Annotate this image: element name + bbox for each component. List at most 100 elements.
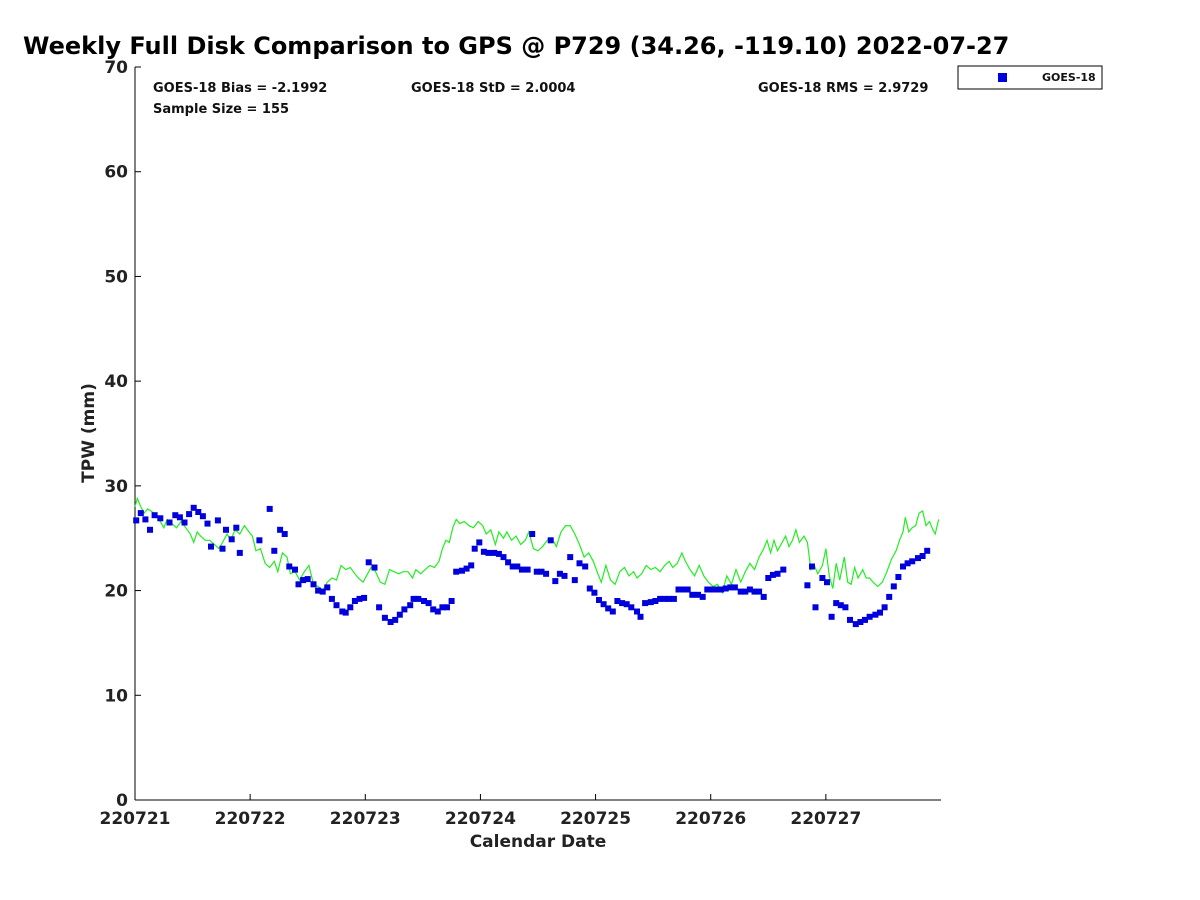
goes-18-point bbox=[204, 520, 211, 527]
x-tick-label: 220722 bbox=[215, 809, 286, 829]
goes-18-point bbox=[430, 606, 437, 613]
y-tick-label: 20 bbox=[104, 582, 128, 602]
y-tick-label: 10 bbox=[104, 686, 128, 706]
goes-18-point bbox=[872, 611, 879, 618]
goes-18-point bbox=[315, 587, 322, 594]
bias-stat: GOES-18 Bias = -2.1992 bbox=[153, 81, 327, 96]
goes-18-point bbox=[133, 517, 140, 524]
goes-18-point bbox=[881, 604, 888, 611]
goes-18-point bbox=[304, 576, 311, 583]
goes-18-point bbox=[392, 616, 399, 623]
goes-18-point bbox=[351, 598, 358, 604]
goes-18-point bbox=[361, 594, 368, 601]
goes-18-point bbox=[877, 609, 883, 616]
goes-18-point bbox=[524, 566, 531, 573]
goes-18-point bbox=[760, 593, 767, 600]
goes-18-point bbox=[809, 563, 815, 570]
goes-18-point bbox=[642, 600, 649, 607]
goes-18-point bbox=[895, 574, 902, 580]
goes-18-point bbox=[886, 593, 893, 600]
goes-18-point bbox=[634, 608, 640, 615]
goes-18-point bbox=[292, 566, 298, 573]
x-tick-label: 220725 bbox=[560, 809, 631, 829]
goes-18-point bbox=[491, 549, 498, 556]
gps-series-line bbox=[134, 496, 940, 595]
goes-18-point bbox=[509, 563, 516, 570]
goes-18-point bbox=[647, 599, 654, 606]
goes-18-point bbox=[137, 510, 144, 517]
goes-18-point bbox=[556, 570, 563, 577]
x-tick-label: 220723 bbox=[330, 809, 401, 829]
y-axis-label: TPW (mm) bbox=[79, 383, 99, 483]
goes-18-point bbox=[347, 604, 354, 611]
goes-18-point bbox=[909, 558, 916, 565]
goes-18-point bbox=[704, 586, 711, 593]
goes-18-point bbox=[266, 505, 273, 512]
goes-18-point bbox=[657, 595, 664, 602]
goes-18-point bbox=[463, 565, 470, 572]
goes-18-point bbox=[538, 568, 545, 575]
goes-18-point bbox=[713, 586, 720, 593]
rms-stat: GOES-18 RMS = 2.9729 bbox=[758, 81, 928, 96]
goes-18-point bbox=[637, 613, 644, 620]
goes-18-point bbox=[680, 586, 687, 593]
goes-18-point bbox=[919, 553, 926, 559]
goes-18-point bbox=[824, 579, 830, 586]
goes-18-point bbox=[271, 547, 278, 554]
goes-18-point bbox=[900, 563, 906, 570]
x-tick-label: 220724 bbox=[445, 809, 516, 829]
goes-18-point bbox=[228, 536, 235, 543]
plot-area: 0 10 20 30 40 50 60 70 220721 220722 220723 220724… bbox=[100, 58, 941, 829]
goes-18-point bbox=[652, 598, 659, 604]
goes-18-point bbox=[842, 604, 849, 611]
goes-18-point bbox=[619, 600, 626, 607]
goes-18-point bbox=[151, 512, 158, 519]
goes-18-point bbox=[236, 549, 243, 556]
goes-18-point bbox=[628, 604, 635, 611]
goes-18-point bbox=[586, 585, 593, 592]
goes-18-point bbox=[387, 619, 394, 625]
goes-18-point bbox=[142, 516, 149, 523]
goes-18-point bbox=[847, 616, 853, 623]
goes-18-point bbox=[448, 598, 455, 604]
x-ticks: 220721 220722 220723 220724 220725 220726 2207… bbox=[100, 794, 861, 829]
goes-18-point bbox=[742, 588, 749, 595]
goes-18-point bbox=[199, 513, 206, 520]
goes-18-point bbox=[571, 577, 578, 584]
goes-18-point bbox=[561, 572, 568, 579]
goes-18-point bbox=[514, 563, 521, 570]
goes-18-point bbox=[605, 605, 612, 612]
goes-18-point bbox=[600, 601, 607, 608]
goes-18-point bbox=[737, 588, 744, 595]
goes-18-point bbox=[328, 595, 335, 602]
goes-18-point bbox=[576, 560, 583, 567]
goes-18-point bbox=[339, 608, 346, 615]
goes-18-point bbox=[718, 586, 725, 593]
goes-18-point bbox=[233, 524, 240, 531]
legend-box bbox=[957, 65, 1103, 90]
goes-18-point bbox=[746, 586, 753, 593]
goes-18-point bbox=[890, 583, 897, 590]
goes-18-point bbox=[819, 575, 826, 581]
goes-18-point bbox=[485, 549, 492, 556]
goes-18-point bbox=[582, 563, 589, 570]
goes-18-point bbox=[459, 567, 465, 574]
goes-18-point bbox=[401, 606, 408, 613]
goes-18-point bbox=[552, 578, 559, 585]
goes-18-point bbox=[543, 570, 550, 577]
goes-18-point bbox=[365, 559, 372, 566]
goes-18-point bbox=[500, 554, 507, 561]
goes-18-point bbox=[371, 564, 378, 571]
goes-18-point bbox=[518, 566, 525, 573]
goes-18-point bbox=[924, 547, 931, 554]
goes-18-point bbox=[333, 602, 340, 609]
goes-18-point bbox=[181, 519, 188, 526]
goes-18-point bbox=[190, 504, 197, 511]
goes-18-point bbox=[833, 600, 840, 607]
goes-18-point bbox=[666, 595, 673, 602]
goes-18-point bbox=[828, 613, 835, 620]
y-tick-label: 30 bbox=[104, 477, 128, 497]
y-tick-label: 0 bbox=[116, 791, 128, 811]
goes-18-point bbox=[591, 589, 598, 596]
goes-18-point bbox=[529, 531, 536, 537]
